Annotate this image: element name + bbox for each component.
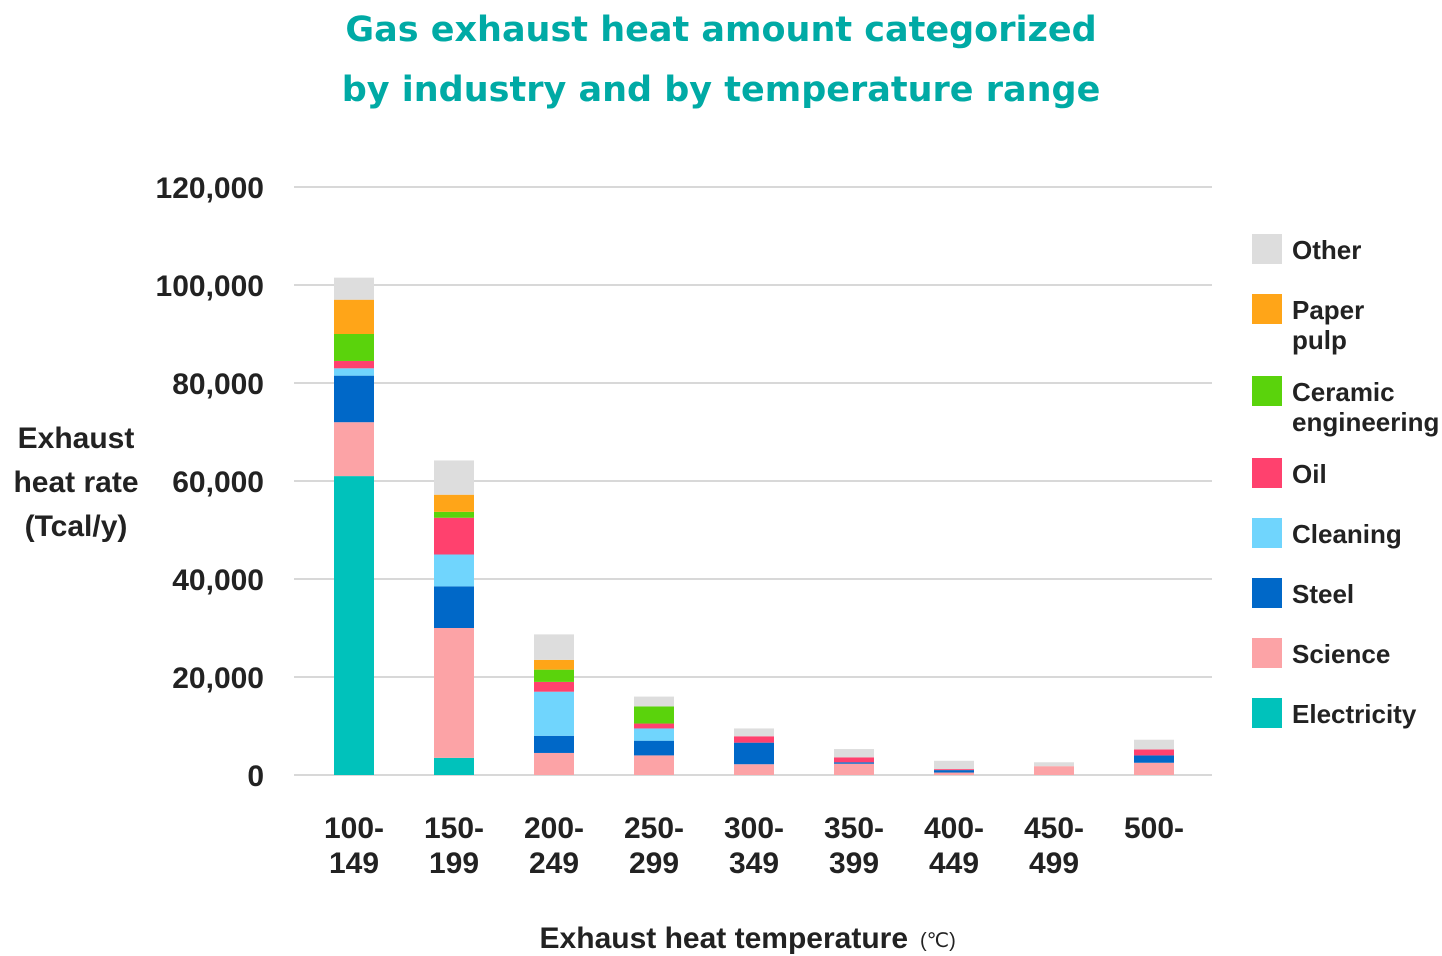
bar-segment: [334, 422, 374, 477]
bar-segment: [634, 723, 674, 729]
bar-segment: [834, 749, 874, 758]
bar-segment: [934, 769, 974, 771]
y-axis-title: heat rate: [13, 466, 138, 499]
bar-segment: [534, 735, 574, 753]
bar-segment: [634, 706, 674, 724]
bar-segment: [534, 752, 574, 775]
x-category-label: 349: [729, 847, 779, 880]
x-category-label: 149: [329, 847, 379, 880]
bar-segment: [834, 762, 874, 764]
bar-segment: [734, 764, 774, 775]
legend-label: Paper: [1292, 295, 1364, 325]
bar-segment: [634, 728, 674, 741]
y-tick-label: 100,000: [156, 270, 264, 303]
bar-segment: [534, 659, 574, 670]
bar-segment: [634, 696, 674, 707]
bar-segment: [434, 511, 474, 518]
chart-title-line: by industry and by temperature range: [341, 70, 1101, 110]
y-tick-label: 80,000: [172, 368, 264, 401]
bar-segment: [334, 375, 374, 423]
bar-segment: [934, 772, 974, 775]
bar-segment: [434, 460, 474, 495]
x-category-label: 249: [529, 847, 579, 880]
bar-segment: [534, 691, 574, 736]
bar-segment: [734, 736, 774, 743]
bar-segment: [434, 628, 474, 758]
bar-segment: [1134, 762, 1174, 775]
legend-label: Ceramic: [1292, 377, 1395, 407]
bar-segment: [334, 334, 374, 361]
bar-segment: [434, 517, 474, 555]
legend-label: Other: [1292, 235, 1361, 265]
y-tick-label: 40,000: [172, 564, 264, 597]
legend-label: Electricity: [1292, 699, 1417, 729]
x-category-label: 450-: [1024, 812, 1084, 845]
legend-label: Science: [1292, 639, 1390, 669]
bar-segment: [1134, 739, 1174, 750]
x-category-label: 499: [1029, 847, 1079, 880]
bar-segment: [434, 757, 474, 775]
bar-segment: [634, 740, 674, 756]
x-category-label: 100-: [324, 812, 384, 845]
y-tick-label: 0: [247, 760, 264, 793]
x-axis-unit: (℃): [920, 930, 956, 952]
bar-segment: [634, 755, 674, 775]
bar-segment: [334, 476, 374, 775]
legend-label: engineering: [1292, 407, 1439, 437]
legend-swatch: [1252, 578, 1282, 608]
x-category-label: 200-: [524, 812, 584, 845]
bar-segment: [934, 760, 974, 770]
bar-segment: [734, 728, 774, 737]
y-axis-title: (Tcal/y): [25, 510, 128, 543]
x-category-label: 500-: [1124, 812, 1184, 845]
x-category-label: 250-: [624, 812, 684, 845]
bar-segment: [434, 494, 474, 512]
legend-swatch: [1252, 518, 1282, 548]
bar-segment: [834, 757, 874, 763]
x-category-label: 150-: [424, 812, 484, 845]
chart-title-line: Gas exhaust heat amount categorized: [345, 10, 1097, 50]
bar-segment: [334, 277, 374, 300]
legend-swatch: [1252, 638, 1282, 668]
x-category-label: 399: [829, 847, 879, 880]
bar-segment: [434, 554, 474, 587]
x-category-label: 300-: [724, 812, 784, 845]
legend-swatch: [1252, 376, 1282, 406]
bar-segment: [934, 770, 974, 773]
bar-segment: [434, 586, 474, 628]
y-tick-label: 20,000: [172, 662, 264, 695]
y-tick-label: 60,000: [172, 466, 264, 499]
bar-segment: [1134, 755, 1174, 763]
bar-segment: [734, 742, 774, 765]
x-category-label: 449: [929, 847, 979, 880]
legend-swatch: [1252, 698, 1282, 728]
bar-segment: [334, 299, 374, 334]
bar-segment: [334, 360, 374, 369]
bar-segment: [534, 669, 574, 682]
legend-label: Oil: [1292, 459, 1327, 489]
legend-swatch: [1252, 234, 1282, 264]
bar-segment: [1134, 749, 1174, 756]
bar-segment: [534, 634, 574, 660]
x-category-label: 199: [429, 847, 479, 880]
legend-label: pulp: [1292, 325, 1347, 355]
x-axis-title: Exhaust heat temperature: [540, 922, 908, 955]
legend-swatch: [1252, 458, 1282, 488]
chart-title: Gas exhaust heat amount categorized by i…: [0, 0, 1442, 120]
y-tick-label: 120,000: [156, 172, 264, 205]
bar-segment: [334, 368, 374, 376]
y-axis-title: Exhaust: [18, 422, 135, 455]
bar-segment: [534, 681, 574, 692]
bar-segment: [1034, 762, 1074, 767]
bar-segment: [1034, 766, 1074, 775]
legend-label: Steel: [1292, 579, 1354, 609]
bar-segment: [834, 763, 874, 775]
x-category-label: 400-: [924, 812, 984, 845]
x-category-label: 350-: [824, 812, 884, 845]
legend-label: Cleaning: [1292, 519, 1402, 549]
x-category-label: 299: [629, 847, 679, 880]
legend-swatch: [1252, 294, 1282, 324]
